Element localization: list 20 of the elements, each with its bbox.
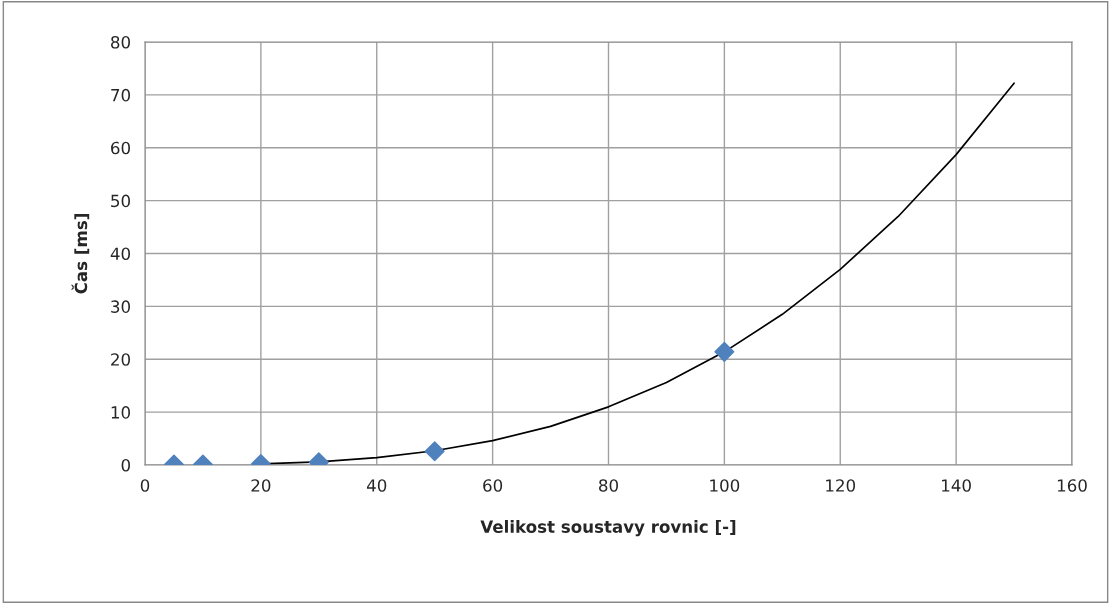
x-tick-label: 40 <box>366 479 387 492</box>
x-tick-label: 120 <box>826 479 856 492</box>
x-axis-title: Velikost soustavy rovnic [-] <box>480 520 736 537</box>
x-tick-label: 80 <box>599 479 618 492</box>
y-tick-label: 10 <box>111 406 130 419</box>
y-tick-label: 80 <box>111 35 130 49</box>
y-tick-label: 20 <box>111 353 130 366</box>
y-tick-label: 70 <box>111 88 130 102</box>
y-tick-label: 30 <box>111 300 130 313</box>
y-axis-title: Čas [ms] <box>71 214 90 294</box>
x-tick-label: 140 <box>942 479 971 492</box>
x-tick-label: 0 <box>140 479 150 492</box>
y-tick-label: 60 <box>111 141 130 155</box>
x-tick-label: 160 <box>1057 479 1087 492</box>
x-tick-label: 60 <box>483 479 503 492</box>
x-tick-label: 100 <box>710 479 740 492</box>
y-tick-label: 40 <box>110 247 130 261</box>
y-tick-label: 0 <box>121 458 130 472</box>
x-tick-label: 20 <box>251 479 271 492</box>
y-tick-label: 50 <box>111 194 130 208</box>
